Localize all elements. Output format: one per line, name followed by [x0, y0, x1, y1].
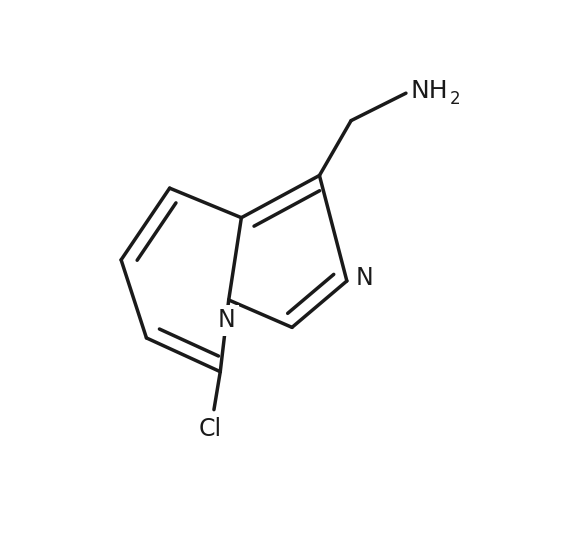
Text: NH: NH: [411, 79, 449, 103]
Text: N: N: [218, 308, 235, 332]
Text: 2: 2: [450, 90, 461, 107]
Text: Cl: Cl: [198, 416, 221, 441]
Text: N: N: [355, 266, 373, 289]
